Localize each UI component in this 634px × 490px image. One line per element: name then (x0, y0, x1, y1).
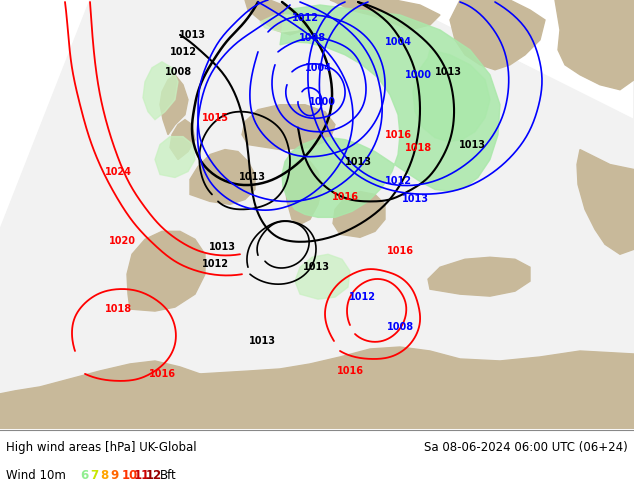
Text: 1008: 1008 (299, 33, 326, 43)
Polygon shape (450, 0, 545, 70)
Text: 1012: 1012 (384, 176, 411, 187)
Text: 1012: 1012 (292, 13, 318, 23)
Text: 1013: 1013 (434, 67, 462, 77)
Text: 1013: 1013 (209, 242, 235, 252)
Text: 1008: 1008 (387, 322, 413, 332)
Polygon shape (413, 50, 490, 142)
Polygon shape (242, 105, 335, 149)
Text: 1012: 1012 (202, 259, 228, 269)
Text: 1016: 1016 (148, 369, 176, 379)
Polygon shape (160, 75, 188, 135)
Polygon shape (295, 254, 350, 299)
Polygon shape (0, 0, 634, 429)
Text: 1016: 1016 (384, 130, 411, 140)
Text: 11: 11 (134, 468, 150, 482)
Polygon shape (143, 62, 178, 120)
Text: Sa 08-06-2024 06:00 UTC (06+24): Sa 08-06-2024 06:00 UTC (06+24) (424, 441, 628, 454)
Text: Bft: Bft (160, 468, 177, 482)
Text: 1018: 1018 (105, 304, 132, 314)
Polygon shape (555, 0, 634, 90)
Polygon shape (285, 160, 322, 224)
Polygon shape (333, 192, 385, 237)
Text: 1012: 1012 (349, 292, 375, 302)
Text: 1013: 1013 (179, 30, 205, 40)
Polygon shape (245, 0, 310, 35)
Text: 1015: 1015 (202, 113, 228, 122)
Text: 8: 8 (100, 468, 108, 482)
Polygon shape (280, 5, 500, 218)
Text: 1004: 1004 (384, 37, 411, 47)
Polygon shape (190, 149, 255, 204)
Text: 1016: 1016 (332, 193, 358, 202)
Text: 1013: 1013 (401, 195, 429, 204)
Text: 1013: 1013 (302, 262, 330, 272)
Polygon shape (155, 137, 195, 177)
Text: High wind areas [hPa] UK-Global: High wind areas [hPa] UK-Global (6, 441, 197, 454)
Polygon shape (428, 257, 530, 296)
Text: 1013: 1013 (458, 140, 486, 149)
Text: Wind 10m: Wind 10m (6, 468, 66, 482)
Text: 1024: 1024 (105, 167, 131, 176)
Polygon shape (330, 0, 440, 30)
Text: 10: 10 (122, 468, 138, 482)
Polygon shape (0, 361, 200, 429)
Polygon shape (170, 120, 195, 160)
Text: 1000: 1000 (309, 97, 335, 107)
Text: 1004: 1004 (304, 63, 332, 73)
Text: 1016: 1016 (337, 366, 363, 376)
Text: 1018: 1018 (404, 143, 432, 152)
Text: 12: 12 (146, 468, 162, 482)
Polygon shape (127, 231, 205, 311)
Text: 1013: 1013 (249, 336, 276, 346)
Text: 1013: 1013 (344, 156, 372, 167)
Text: 6: 6 (80, 468, 88, 482)
Text: 1012: 1012 (169, 47, 197, 57)
Text: 1008: 1008 (164, 67, 191, 77)
Polygon shape (200, 347, 634, 429)
Polygon shape (577, 149, 634, 254)
Text: 1013: 1013 (238, 172, 266, 182)
Text: 1016: 1016 (387, 246, 413, 256)
Text: 9: 9 (110, 468, 119, 482)
Text: 1000: 1000 (404, 70, 432, 80)
Text: 7: 7 (90, 468, 98, 482)
Polygon shape (260, 15, 302, 32)
Text: 1020: 1020 (108, 236, 136, 246)
